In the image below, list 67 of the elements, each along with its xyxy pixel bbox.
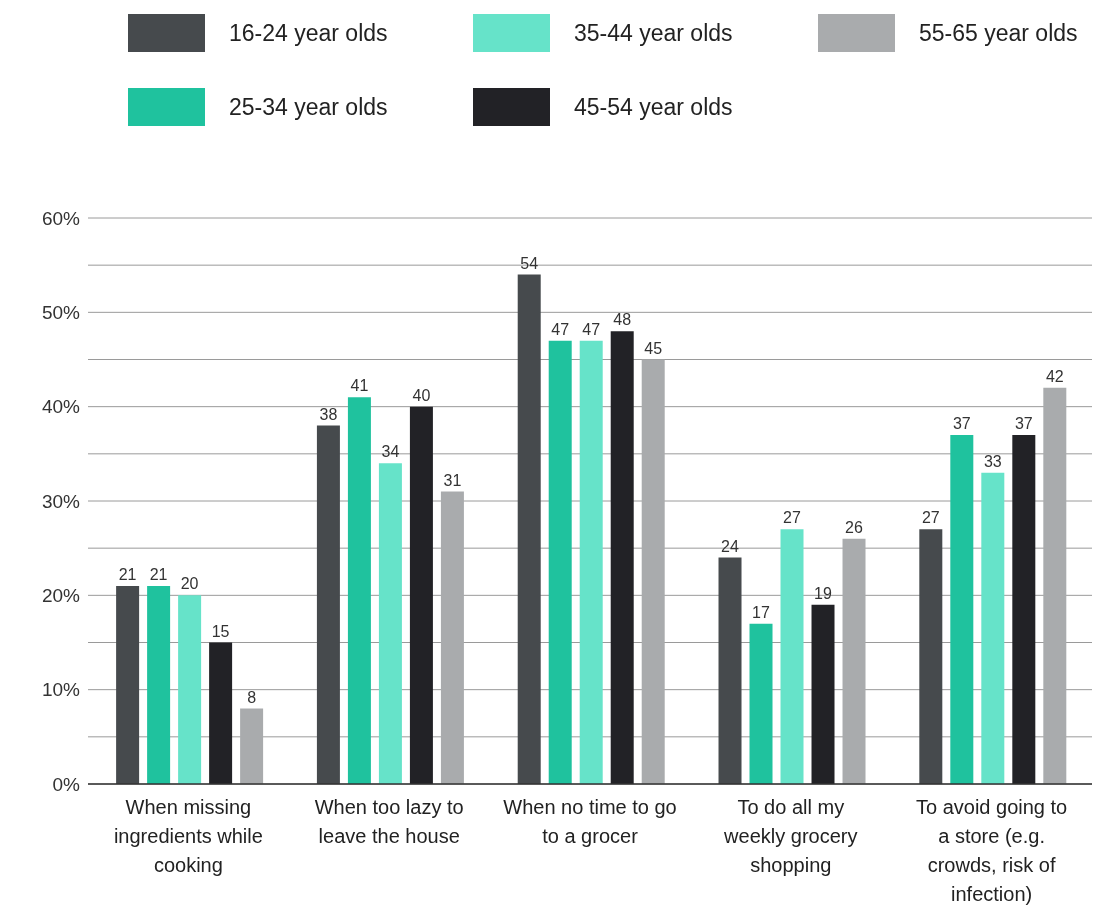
y-tick-label: 10% — [41, 679, 81, 701]
bar — [116, 585, 140, 784]
data-label: 45 — [644, 339, 663, 357]
data-label: 31 — [443, 471, 462, 489]
x-tick-label: When too lazy to leave the house — [314, 796, 464, 847]
legend-label: 35-44 year olds — [574, 19, 733, 48]
y-tick-label: 60% — [41, 207, 81, 229]
y-tick-label: 50% — [41, 302, 81, 324]
bar — [981, 472, 1005, 784]
data-label: 47 — [582, 320, 601, 338]
data-label: 27 — [921, 509, 940, 527]
bar — [641, 359, 665, 784]
legend-label: 45-54 year olds — [574, 93, 733, 122]
data-label: 40 — [412, 386, 431, 404]
bar — [842, 538, 866, 784]
bar — [378, 463, 402, 784]
bar — [1012, 434, 1036, 784]
data-label: 42 — [1045, 367, 1064, 385]
data-label: 41 — [350, 377, 369, 395]
x-tick-label: To do all my weekly grocery shopping — [723, 796, 858, 876]
data-label: 34 — [381, 443, 400, 461]
bar — [147, 585, 171, 784]
y-tick-label: 30% — [41, 490, 81, 512]
data-label: 37 — [1014, 414, 1033, 432]
x-tick-label: To avoid going to a store (e.g. crowds, risk of infection) — [915, 796, 1068, 905]
data-label: 19 — [814, 584, 833, 602]
bar — [610, 331, 634, 784]
bar — [919, 529, 943, 784]
data-label: 37 — [952, 414, 971, 432]
data-label: 21 — [149, 565, 168, 583]
bar — [749, 623, 773, 784]
legend-label: 16-24 year olds — [229, 19, 388, 48]
y-tick-label: 40% — [41, 396, 81, 418]
bar — [950, 434, 974, 784]
bar — [718, 557, 742, 784]
bar — [347, 397, 371, 784]
data-label: 26 — [845, 518, 864, 536]
data-label: 8 — [247, 688, 257, 706]
y-tick-label: 20% — [41, 585, 81, 607]
legend-label: 55-65 year olds — [919, 19, 1078, 48]
data-label: 24 — [721, 537, 740, 555]
data-label: 15 — [211, 622, 230, 640]
bar — [811, 604, 835, 784]
data-label: 54 — [520, 254, 539, 272]
bar — [579, 340, 603, 784]
bar — [517, 274, 541, 784]
y-tick-label: 0% — [52, 773, 81, 795]
bar — [409, 406, 433, 784]
x-tick-label: When no time to go to a grocer — [503, 796, 677, 847]
data-label: 38 — [319, 405, 338, 423]
bar — [780, 529, 804, 784]
data-label: 48 — [613, 311, 632, 329]
data-label: 33 — [983, 452, 1002, 470]
bar — [209, 642, 233, 784]
bar — [440, 491, 464, 784]
data-label: 47 — [551, 320, 570, 338]
data-label: 17 — [752, 603, 771, 621]
data-label: 21 — [118, 565, 137, 583]
bar — [316, 425, 340, 784]
bar — [1043, 387, 1067, 784]
bar — [240, 708, 264, 784]
bar — [178, 595, 202, 784]
legend-label: 25-34 year olds — [229, 93, 388, 122]
x-tick-label: When missing ingredients while cooking — [113, 796, 263, 876]
data-label: 27 — [783, 509, 802, 527]
bar — [548, 340, 572, 784]
data-label: 20 — [180, 575, 199, 593]
